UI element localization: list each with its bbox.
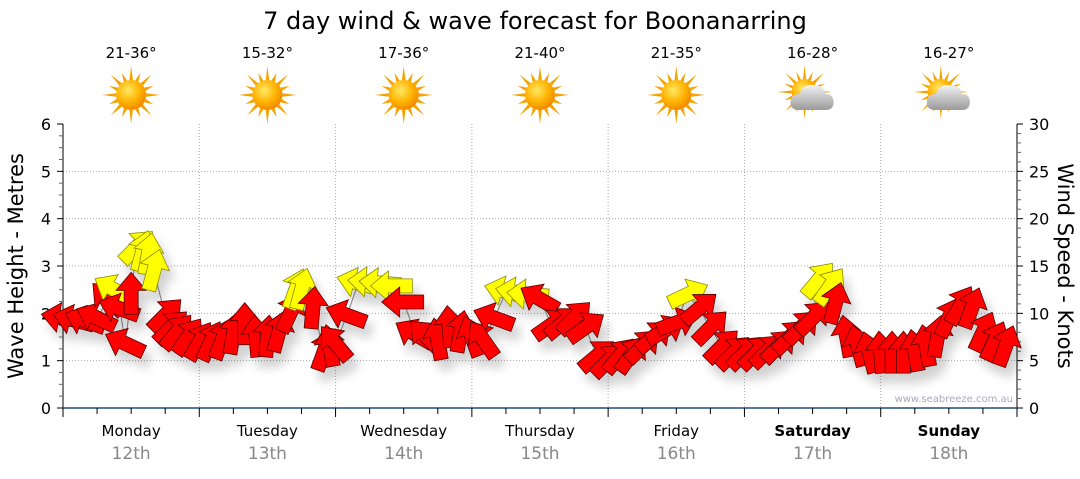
left-tick-label: 1 [41,352,51,371]
day-name: Tuesday [236,422,298,440]
wind-arrow [957,287,988,331]
wind-arrow [325,299,369,330]
chart-title: 7 day wind & wave forecast for Boonanarr… [263,7,807,35]
day-name: Thursday [504,422,575,440]
day-date: 12th [112,444,151,464]
wind-arrow [991,325,1022,369]
day-temperature: 15-32° [242,44,293,62]
left-tick-label: 5 [41,162,51,181]
left-tick-label: 0 [41,399,51,418]
day-name: Wednesday [360,422,447,440]
left-tick-label: 6 [41,115,51,134]
day-date: 16th [657,444,696,464]
watermark: www.seabreeze.com.au [895,394,1013,405]
sunny-icon [647,66,706,124]
day-name: Friday [654,422,700,440]
wind-arrow [297,286,329,330]
wind-arrow [133,232,165,277]
right-tick-label: 25 [1029,162,1049,181]
wind-arrow [468,321,501,361]
wind-arrow [820,282,852,326]
day-temperature: 17-36° [378,44,429,62]
day-name: Monday [102,422,161,440]
wind-arrow [473,301,517,332]
sunny-icon [511,66,569,124]
day-temperature: 21-35° [651,44,702,62]
sunny-icon [102,66,161,124]
partly-cloudy-icon [913,65,970,119]
wind-arrow [321,326,355,365]
right-axis-label: Wind Speed - Knots [1053,163,1077,368]
day-date: 14th [384,444,423,464]
wind-arrow [104,327,148,359]
wind-arrow [564,312,604,346]
day-date: 13th [248,444,287,464]
wind-arrow [381,286,425,318]
right-tick-label: 20 [1029,210,1049,229]
day-date: 18th [929,444,968,464]
left-tick-label: 4 [41,210,51,229]
left-tick-label: 3 [41,257,51,276]
wind-arrow [76,302,119,334]
day-date: 15th [520,444,559,464]
right-tick-label: 5 [1029,352,1039,371]
sunny-icon [374,66,433,124]
day-temperature: 16-27° [923,44,974,62]
right-tick-label: 10 [1029,304,1049,323]
day-temperature: 21-36° [106,44,157,62]
day-name: Sunday [918,422,981,440]
wind-arrow [792,302,829,338]
day-name: Saturday [774,422,851,440]
day-temperature: 21-40° [514,44,565,62]
day-date: 17th [793,444,832,464]
left-axis-label: Wave Height - Metres [4,153,28,379]
partly-cloudy-icon [777,65,834,119]
right-tick-label: 15 [1029,257,1049,276]
day-temperature: 16-28° [787,44,838,62]
right-tick-label: 0 [1029,399,1039,418]
wind-arrow [139,248,171,293]
wind-arrow [115,271,147,315]
sunny-icon [238,66,297,124]
right-tick-label: 30 [1029,115,1049,134]
